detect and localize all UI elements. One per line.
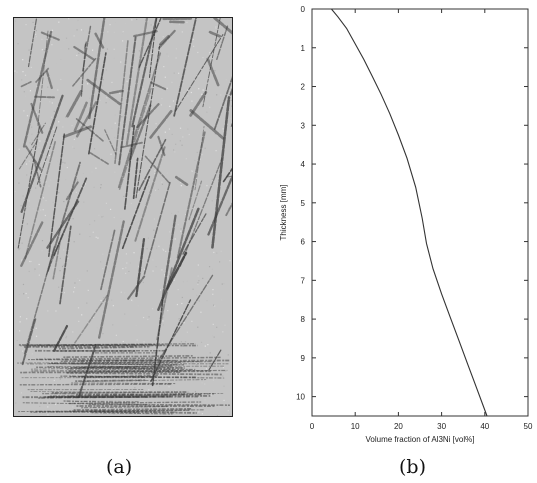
x-axis-label: Volume fraction of Al3Ni [vol%]: [366, 435, 475, 444]
y-tick-label: 9: [301, 354, 306, 363]
panel-label-a: (a): [106, 456, 133, 478]
volume-fraction-chart: 0 10 20 30 40 50 0 1 2 3 4 5 6 7 8 9 10 Volume fraction …: [279, 5, 533, 444]
x-tick-label: 40: [480, 422, 489, 431]
x-tick-label: 0: [310, 422, 315, 431]
micrograph-texture: [14, 18, 232, 416]
x-tick-label: 20: [394, 422, 403, 431]
y-tick-label: 10: [296, 393, 305, 402]
x-tick-label: 30: [437, 422, 446, 431]
y-axis-label: Thickness [mm]: [279, 184, 288, 240]
y-tick-label: 1: [301, 44, 306, 53]
y-tick-label: 2: [301, 83, 306, 92]
x-tick-label: 50: [524, 422, 533, 431]
series-line: [330, 8, 488, 417]
y-tick-label: 3: [301, 121, 306, 130]
plot-frame: [311, 8, 529, 417]
y-tick-label: 5: [301, 199, 306, 208]
y-tick-label: 8: [301, 315, 306, 324]
micrograph-image: [13, 17, 233, 417]
y-tick-label: 7: [301, 276, 306, 285]
y-tick-label: 4: [301, 160, 306, 169]
y-tick-label: 6: [301, 238, 306, 247]
panel-label-b: (b): [399, 456, 426, 478]
y-tick-label: 0: [301, 5, 306, 14]
x-tick-label: 10: [351, 422, 360, 431]
